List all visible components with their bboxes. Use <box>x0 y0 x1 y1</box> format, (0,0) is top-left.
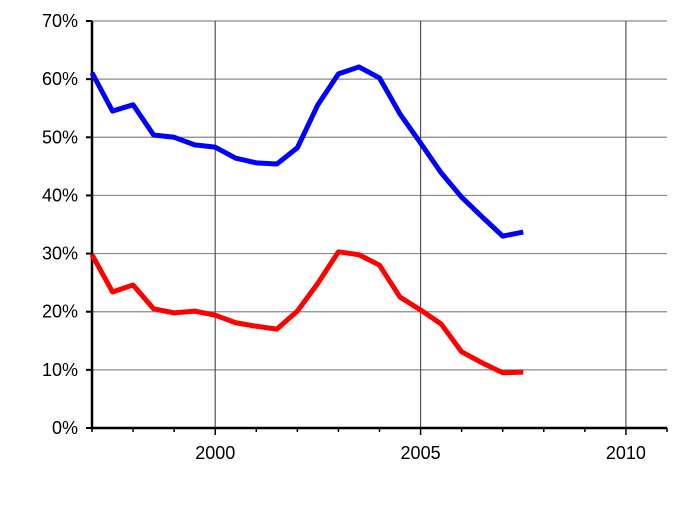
y-tick-label: 10% <box>42 360 78 380</box>
y-tick-label: 30% <box>42 244 78 264</box>
series-line-1 <box>89 64 524 239</box>
x-tick-label: 2000 <box>195 443 235 463</box>
y-tick-label: 0% <box>52 418 78 438</box>
y-tick-label: 40% <box>42 185 78 205</box>
y-tick-label: 70% <box>42 11 78 31</box>
x-tick-label: 2010 <box>606 443 646 463</box>
y-tick-label: 50% <box>42 127 78 147</box>
y-tick-label: 60% <box>42 69 78 89</box>
y-tick-label: 20% <box>42 302 78 322</box>
x-tick-label: 2005 <box>401 443 441 463</box>
series-line-2 <box>89 249 524 376</box>
